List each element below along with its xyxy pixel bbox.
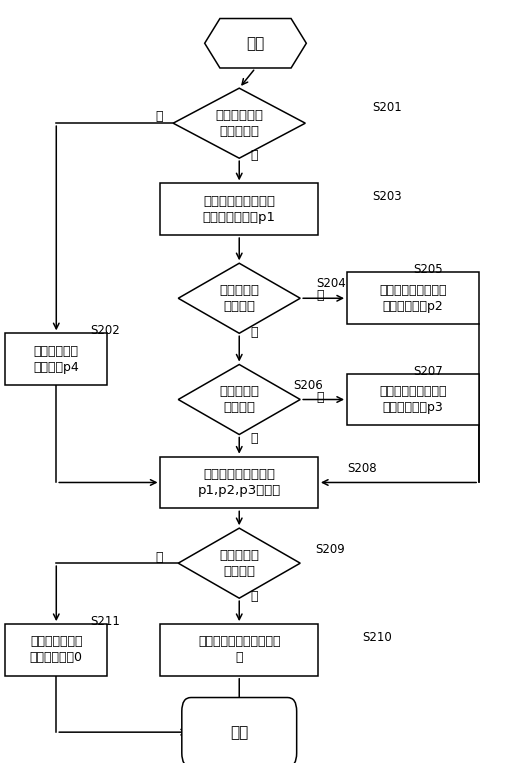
Text: 将压缩机输出进行限
制，得到输出p2: 将压缩机输出进行限 制，得到输出p2 — [379, 283, 447, 312]
Text: S211: S211 — [90, 615, 120, 628]
Text: 引擎转速信
号正常？: 引擎转速信 号正常？ — [219, 549, 259, 578]
FancyBboxPatch shape — [160, 624, 318, 676]
Text: 压缩机关闭，扭
矩输出值设为0: 压缩机关闭，扭 矩输出值设为0 — [30, 636, 83, 665]
Text: 否: 否 — [316, 390, 324, 403]
Polygon shape — [173, 88, 305, 158]
Text: S205: S205 — [413, 263, 443, 276]
FancyBboxPatch shape — [182, 698, 297, 764]
Text: 蒸发器温度传
感器正常？: 蒸发器温度传 感器正常？ — [215, 108, 263, 138]
Text: 压缩机输出设
为固定值p4: 压缩机输出设 为固定值p4 — [33, 345, 79, 374]
FancyBboxPatch shape — [347, 273, 479, 324]
Text: 满足压力限
定条件？: 满足压力限 定条件？ — [219, 385, 259, 414]
Text: 结束: 结束 — [230, 725, 248, 740]
Text: 是: 是 — [316, 289, 324, 302]
Text: 是: 是 — [250, 149, 258, 162]
Text: 查表获得压缩机扭矩输出
值: 查表获得压缩机扭矩输出 值 — [198, 636, 281, 665]
Text: 是: 是 — [250, 432, 258, 445]
FancyBboxPatch shape — [160, 457, 318, 508]
Text: S210: S210 — [362, 630, 392, 643]
Text: S207: S207 — [413, 365, 443, 378]
Text: 对压缩机进行反馈控
制，得到输出量p1: 对压缩机进行反馈控 制，得到输出量p1 — [203, 195, 276, 224]
Polygon shape — [178, 528, 300, 598]
FancyBboxPatch shape — [6, 624, 107, 676]
Text: 最终压缩机控制值为
p1,p2,p3最小值: 最终压缩机控制值为 p1,p2,p3最小值 — [198, 468, 281, 497]
Text: S209: S209 — [315, 543, 345, 556]
Polygon shape — [205, 18, 306, 68]
Text: 开始: 开始 — [246, 36, 265, 50]
Text: S203: S203 — [373, 189, 402, 202]
Text: 否: 否 — [250, 326, 258, 339]
Text: S208: S208 — [347, 462, 377, 475]
Text: S201: S201 — [373, 102, 402, 115]
FancyBboxPatch shape — [347, 374, 479, 426]
Text: 否: 否 — [155, 551, 162, 564]
Text: 将压缩机输出进行限
制，得到输出p3: 将压缩机输出进行限 制，得到输出p3 — [379, 385, 447, 414]
Text: 是: 是 — [250, 590, 258, 603]
Polygon shape — [178, 264, 300, 333]
Text: 蒸发器有结
霜风险？: 蒸发器有结 霜风险？ — [219, 283, 259, 312]
Polygon shape — [178, 364, 300, 435]
Text: S204: S204 — [316, 277, 346, 290]
FancyBboxPatch shape — [160, 183, 318, 235]
FancyBboxPatch shape — [6, 333, 107, 385]
Text: S206: S206 — [294, 378, 323, 391]
Text: S202: S202 — [90, 324, 120, 337]
Text: 否: 否 — [155, 110, 162, 123]
